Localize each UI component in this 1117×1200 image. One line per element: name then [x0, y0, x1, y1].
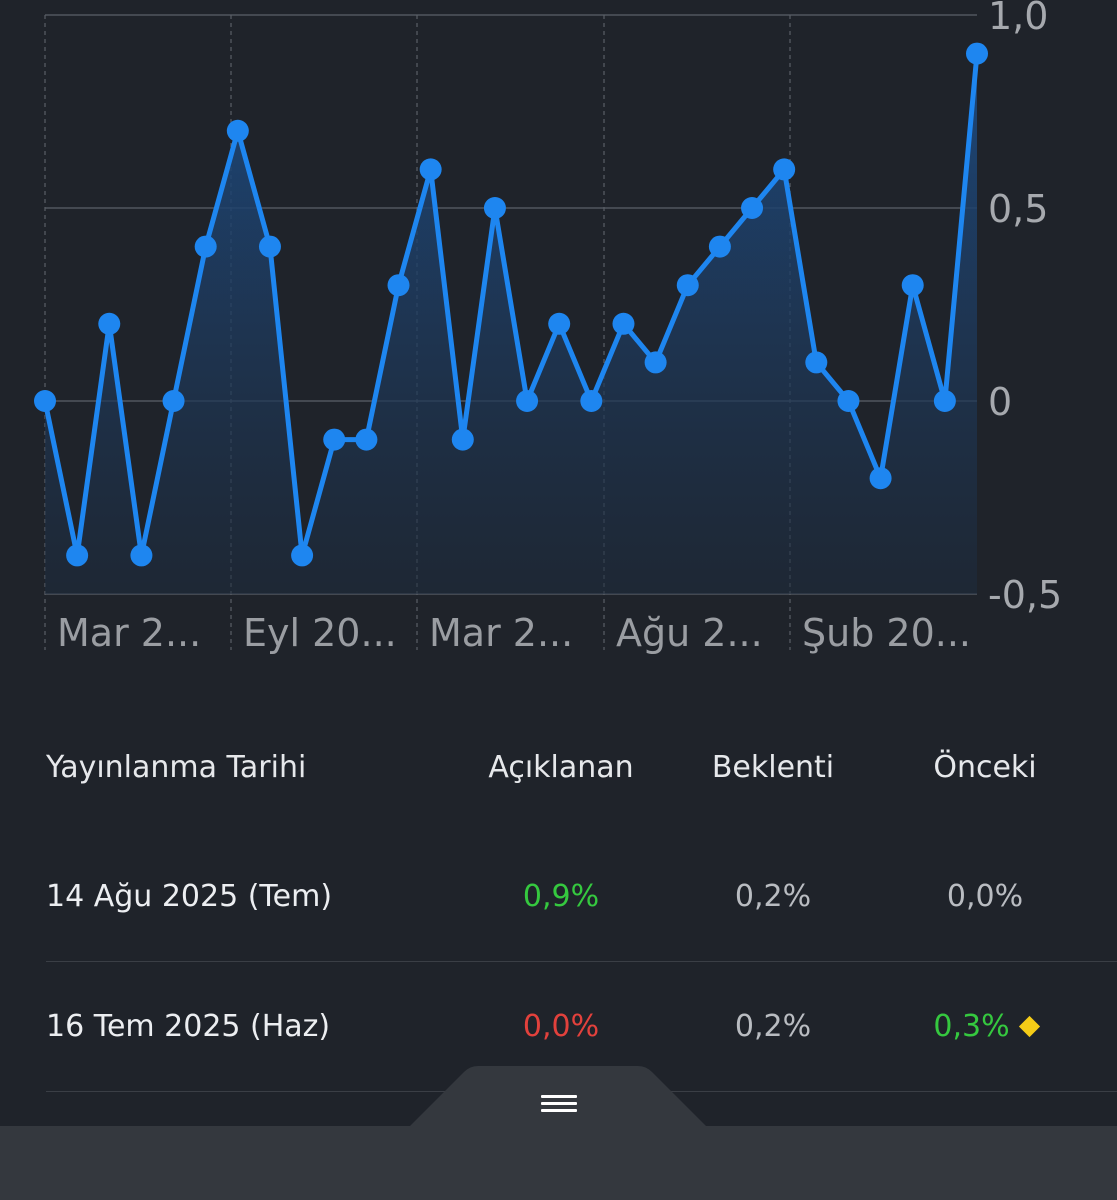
row-expected: 0,2% [734, 1009, 812, 1044]
row-actual: 0,9% [522, 879, 600, 914]
table-row[interactable]: 16 Tem 2025 (Haz) 0,0% 0,2% 0,3% [0, 962, 1117, 1092]
row-previous-value: 0,3% [933, 1009, 1010, 1044]
header-expected[interactable]: Beklenti [711, 750, 835, 785]
row-divider [46, 961, 1117, 962]
data-point [837, 390, 860, 412]
data-point [548, 312, 571, 335]
data-point [580, 390, 603, 412]
row-actual: 0,0% [522, 1009, 600, 1044]
table-row[interactable]: 14 Ağu 2025 (Tem) 0,9% 0,2% 0,0% [0, 832, 1117, 962]
bottom-drawer-bar [0, 1126, 1117, 1200]
data-point [901, 274, 924, 297]
row-previous-value: 0,0% [946, 879, 1024, 914]
data-point [708, 235, 731, 258]
data-point [162, 390, 185, 412]
row-date: 14 Ağu 2025 (Tem) [46, 879, 333, 914]
data-point [773, 158, 796, 181]
data-point [98, 312, 121, 335]
y-tick-label: 0,5 [988, 187, 1048, 231]
revised-diamond-icon [1018, 1015, 1040, 1038]
data-point [355, 428, 378, 451]
y-tick-label: 1,0 [988, 0, 1048, 38]
data-point [966, 42, 988, 65]
data-point [741, 197, 764, 219]
data-point [451, 428, 474, 451]
data-point [130, 544, 153, 567]
data-point [419, 158, 442, 181]
data-point [291, 544, 314, 567]
x-tick-label: Şub 20... [802, 611, 971, 655]
y-tick-label: -0,5 [988, 573, 1062, 617]
x-tick-label: Ağu 2... [616, 611, 763, 655]
x-tick-label: Eyl 20... [243, 611, 397, 655]
data-point [612, 312, 635, 335]
line-chart: 1,0 0,5 0 -0,5 Mar 2... Eyl 20... Mar 2... Ağu… [34, 0, 1062, 655]
data-point [869, 467, 892, 490]
data-point [34, 390, 56, 412]
row-expected: 0,2% [734, 879, 812, 914]
data-point [387, 274, 410, 297]
header-actual[interactable]: Açıklanan [488, 750, 634, 785]
data-point [805, 351, 828, 374]
header-release-date[interactable]: Yayınlanma Tarihi [46, 750, 307, 785]
x-tick-label: Mar 2... [57, 611, 201, 655]
data-point [226, 119, 249, 142]
header-previous[interactable]: Önceki [933, 750, 1037, 785]
data-point [323, 428, 346, 451]
data-point [644, 351, 667, 374]
area-fill [45, 53, 977, 595]
row-previous: 0,0% [884, 869, 1086, 925]
data-point [516, 390, 539, 412]
row-previous: 0,3% [884, 999, 1086, 1055]
data-point [933, 390, 956, 412]
data-point [66, 544, 89, 567]
data-point [483, 197, 506, 219]
y-tick-label: 0 [988, 380, 1012, 424]
x-tick-label: Mar 2... [429, 611, 573, 655]
data-point [194, 235, 217, 258]
data-point [258, 235, 281, 258]
data-point [676, 274, 699, 297]
table-header: Yayınlanma Tarihi Açıklanan Beklenti Önc… [0, 740, 1117, 796]
row-date: 16 Tem 2025 (Haz) [46, 1009, 331, 1044]
